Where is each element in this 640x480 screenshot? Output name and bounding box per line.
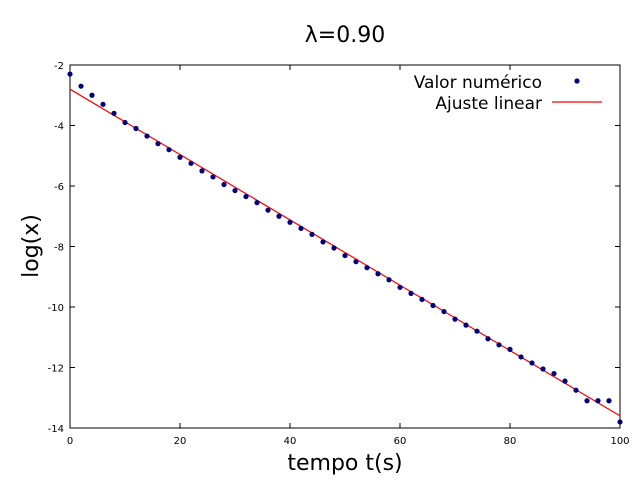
- data-point: [254, 200, 260, 206]
- plot-marks: [67, 71, 623, 425]
- data-point: [364, 265, 370, 271]
- y-tick-label: -4: [54, 122, 64, 133]
- data-point: [210, 174, 216, 180]
- data-point: [276, 213, 282, 219]
- data-point: [320, 239, 326, 245]
- data-point: [485, 336, 491, 342]
- data-point: [133, 125, 139, 132]
- y-tick-label: -2: [54, 61, 64, 72]
- data-point: [177, 154, 183, 160]
- x-tick-label: 20: [174, 436, 187, 447]
- data-point: [287, 219, 293, 225]
- data-point: [188, 160, 194, 166]
- data-point: [199, 168, 205, 174]
- data-point: [430, 302, 436, 309]
- data-point: [595, 398, 601, 404]
- data-point: [441, 308, 447, 315]
- y-tick-label: -10: [48, 303, 64, 314]
- x-tick-label: 80: [504, 436, 517, 447]
- data-point: [111, 110, 117, 116]
- axis-ticks: 0 20 40 60 80 100 -2 -4 -6 -8 -10 -12 -14: [48, 61, 630, 447]
- data-point: [408, 290, 414, 296]
- x-axis-title: tempo t(s): [287, 451, 402, 476]
- data-point: [144, 133, 150, 139]
- data-point: [419, 296, 425, 303]
- legend-label-valor-numerico: Valor numérico: [414, 73, 542, 93]
- data-point: [221, 181, 227, 188]
- data-point: [331, 245, 337, 251]
- data-point: [309, 231, 315, 237]
- data-point: [265, 207, 271, 213]
- fit-line: [69, 88, 621, 417]
- data-point: [474, 328, 480, 334]
- y-axis-title: log(x): [19, 214, 44, 278]
- data-point: [342, 252, 348, 259]
- data-point: [617, 419, 623, 425]
- data-point: [166, 147, 172, 153]
- legend-marker-point: [574, 78, 580, 84]
- y-tick-label: -14: [48, 424, 64, 435]
- data-point: [397, 284, 403, 290]
- data-point: [122, 119, 128, 126]
- chart-title: λ=0.90: [305, 23, 385, 48]
- data-point: [353, 259, 359, 265]
- plot-frame: [69, 64, 621, 429]
- data-point: [496, 342, 502, 348]
- data-point: [232, 187, 238, 194]
- y-tick-label: -8: [54, 243, 64, 254]
- data-point: [507, 346, 513, 352]
- data-point: [518, 354, 524, 360]
- x-tick-label: 100: [610, 436, 629, 447]
- data-point: [584, 398, 590, 404]
- data-point: [155, 141, 161, 147]
- data-point: [89, 92, 95, 98]
- data-point: [573, 387, 579, 393]
- x-tick-label: 40: [284, 436, 297, 447]
- data-point: [452, 316, 458, 322]
- data-point: [67, 71, 73, 77]
- data-point: [562, 378, 568, 384]
- data-point: [100, 101, 106, 107]
- data-point: [78, 83, 84, 89]
- data-point: [551, 370, 557, 377]
- legend: Valor numérico Ajuste linear: [414, 73, 602, 114]
- data-point: [540, 366, 546, 372]
- data-point: [375, 271, 381, 277]
- legend-label-ajuste-linear: Ajuste linear: [435, 94, 542, 114]
- x-tick-label: 60: [394, 436, 407, 447]
- y-tick-label: -12: [48, 364, 64, 375]
- y-tick-label: -6: [54, 182, 64, 193]
- x-tick-label: 0: [67, 436, 73, 447]
- data-point: [463, 322, 469, 328]
- data-point: [386, 277, 392, 283]
- data-point: [606, 398, 612, 404]
- data-point: [243, 193, 249, 200]
- data-point: [298, 225, 304, 231]
- data-point: [529, 360, 535, 366]
